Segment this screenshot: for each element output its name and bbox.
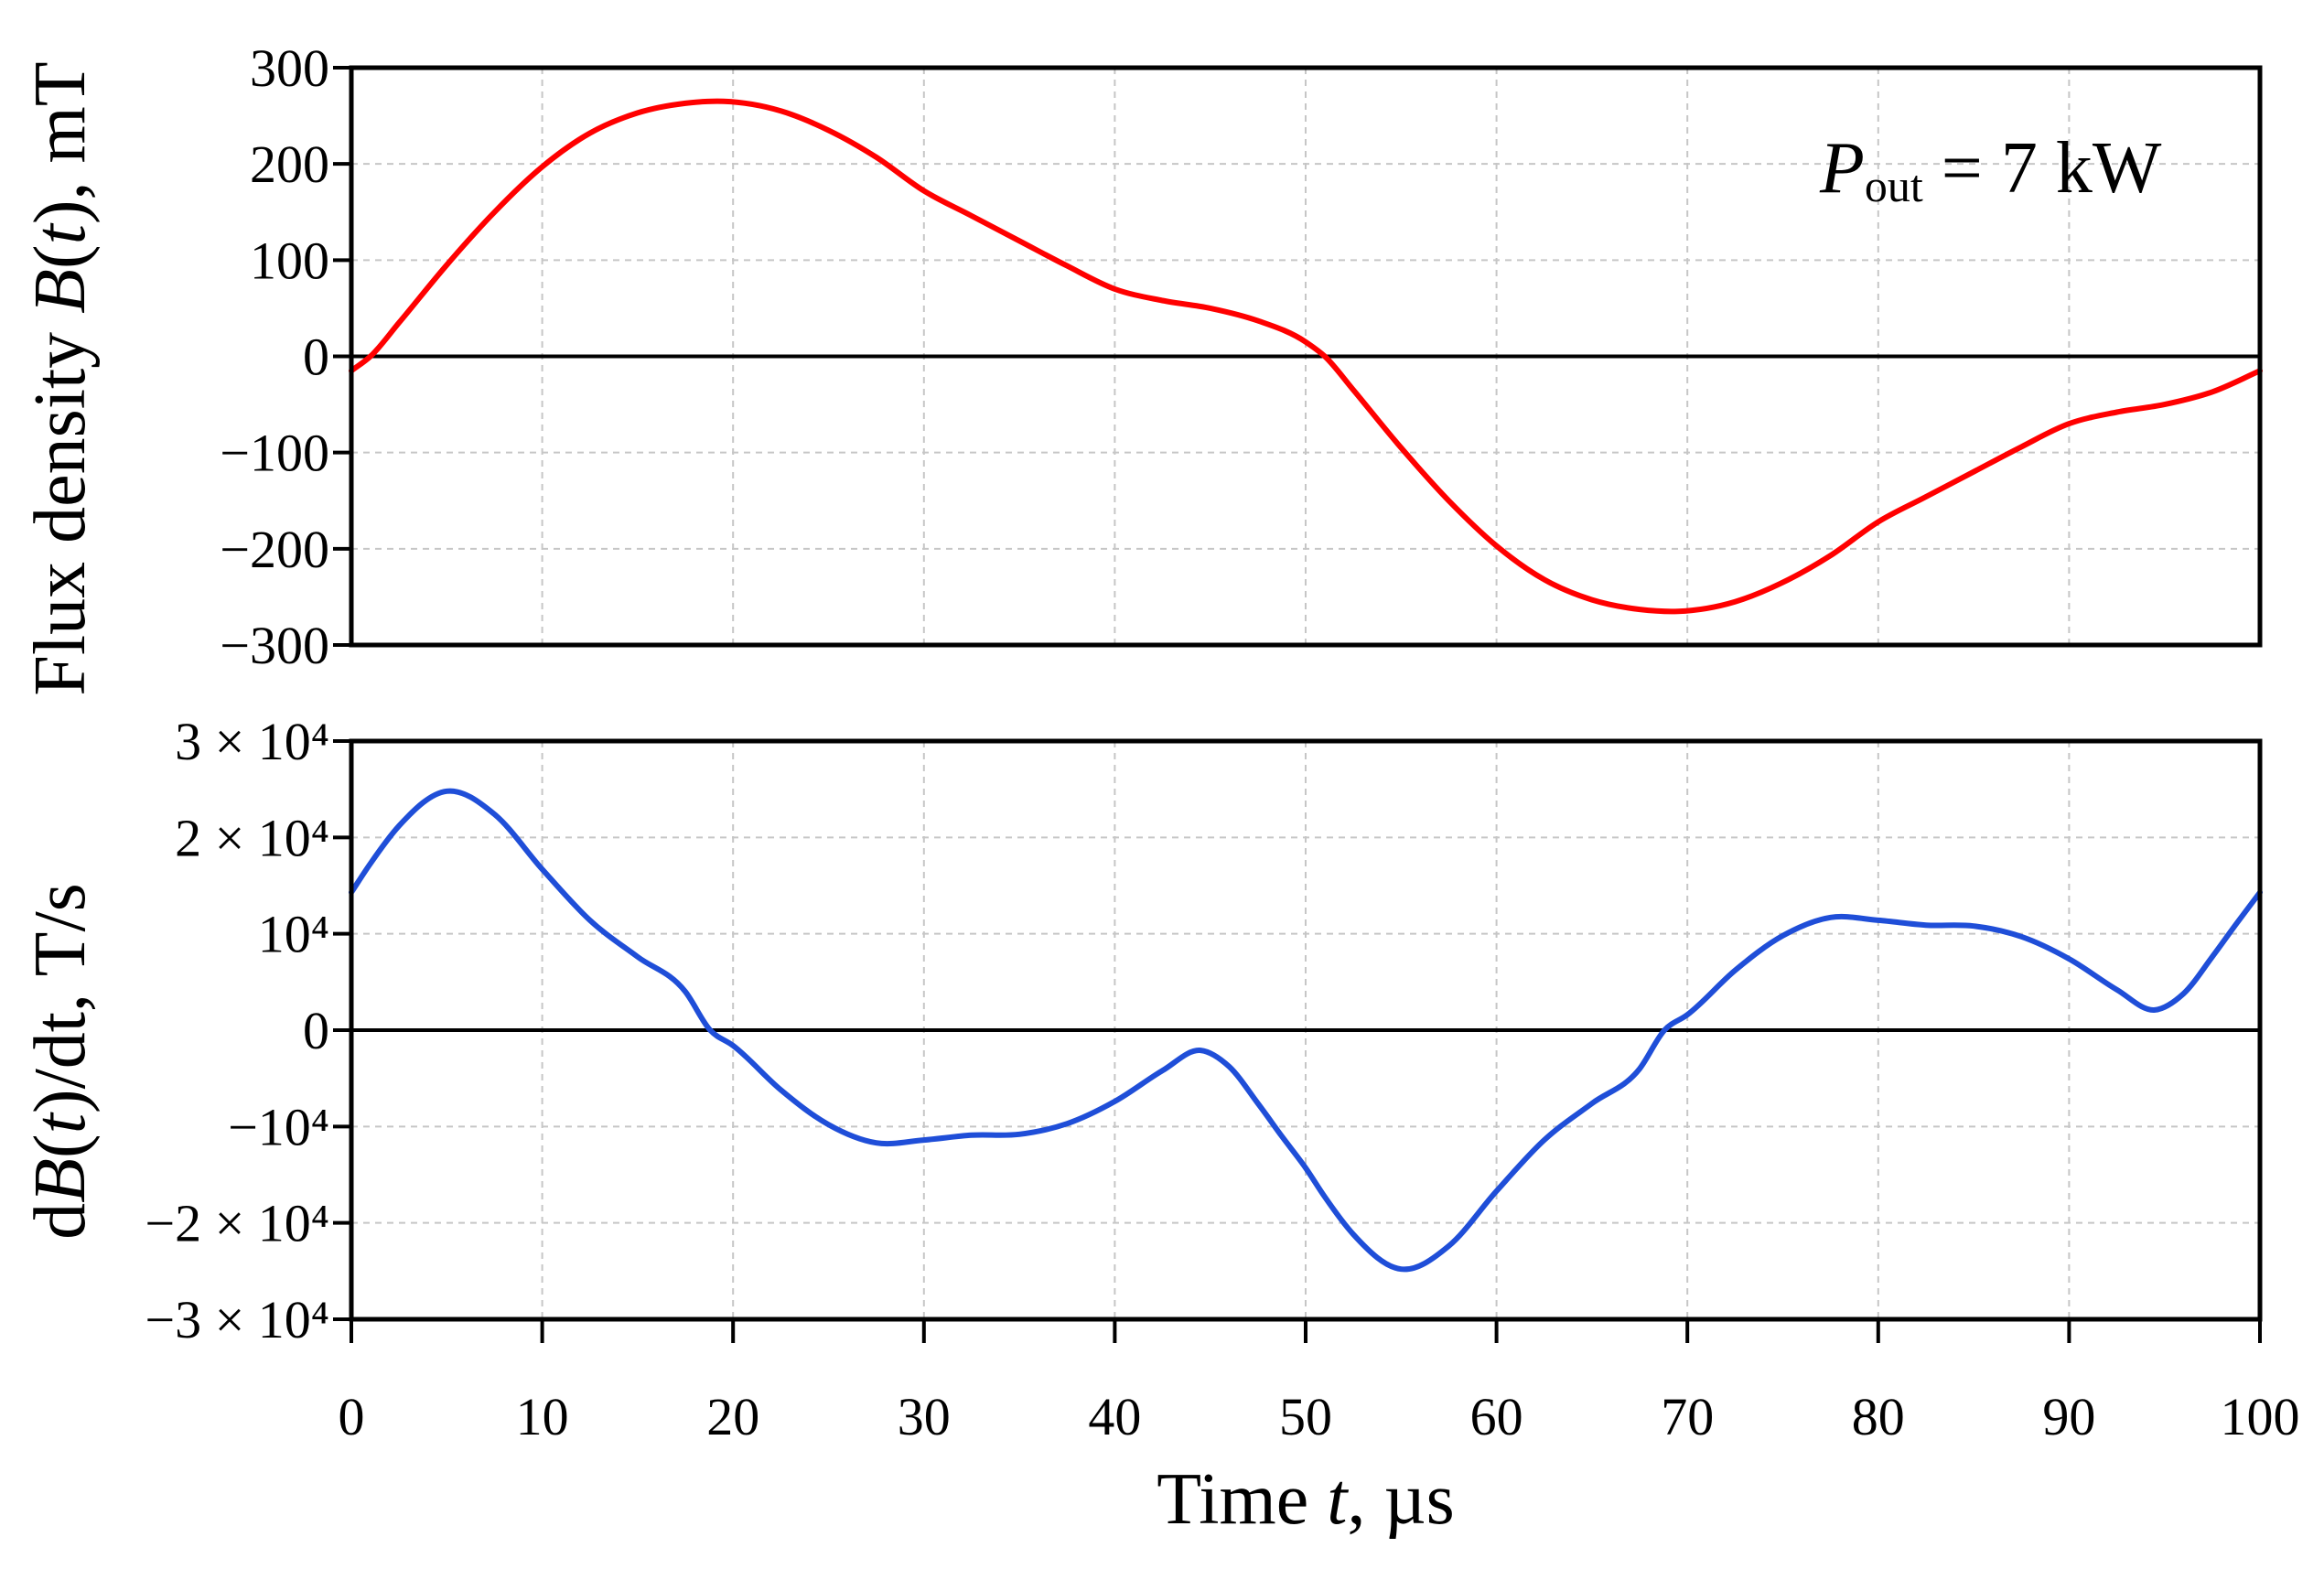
- annotation-variable: P: [1819, 128, 1865, 209]
- flux-density-y-tick-label: 200: [250, 134, 329, 194]
- flux-density-y-tick-label: −200: [220, 520, 329, 579]
- annotation-value: = 7 kW: [1942, 128, 2162, 209]
- flux-derivative-y-tick-label: 10⁴: [258, 905, 329, 964]
- flux-derivative-y-tick-label: −3 × 10⁴: [145, 1290, 329, 1349]
- time-x-tick-label: 10: [516, 1387, 569, 1446]
- time-x-tick-label: 90: [2042, 1387, 2095, 1446]
- annotation-subscript: out: [1865, 160, 1923, 211]
- flux-density-curve: [349, 98, 2263, 615]
- time-axis-title: Time t, µs: [1157, 1459, 1454, 1540]
- output-power-annotation: Pout = 7 kW: [1819, 128, 2162, 211]
- flux-density-plot: 300 200 100 0 −100 −200 −300: [220, 38, 2263, 675]
- axis-title-segment: B: [20, 1158, 101, 1203]
- time-x-tick-label: 0: [339, 1387, 365, 1446]
- time-x-tick-label: 80: [1852, 1387, 1905, 1446]
- time-x-tick-label: 70: [1661, 1387, 1714, 1446]
- flux-derivative-y-tick-label: −10⁴: [228, 1097, 329, 1156]
- axis-title-segment: d: [20, 1203, 101, 1240]
- flux-density-y-tick-label: 0: [303, 328, 329, 387]
- axis-title-segment: B: [20, 269, 101, 314]
- time-x-tick-label: 20: [706, 1387, 759, 1446]
- flux-derivative-y-tick-label: 3 × 10⁴: [175, 712, 329, 771]
- flux-derivative-curve: [349, 788, 2263, 1273]
- time-x-tick-label: 50: [1279, 1387, 1332, 1446]
- axis-title-segment: (: [20, 244, 101, 269]
- time-x-tick-label: 40: [1088, 1387, 1141, 1446]
- flux-density-y-tick-label: 100: [250, 231, 329, 290]
- flux-derivative-y-tick-label: 2 × 10⁴: [175, 808, 329, 867]
- flux-derivative-y-tick-label: 0: [303, 1001, 329, 1060]
- flux-derivative-axis-title: dB(t)/dt, T/s: [20, 883, 101, 1240]
- axis-title-segment: (: [20, 1134, 101, 1158]
- time-x-tick-label: 100: [2221, 1387, 2300, 1446]
- axis-title-segment: Flux density: [20, 314, 101, 696]
- axis-title-segment: Time: [1157, 1459, 1327, 1540]
- flux-derivative-y-tick-label: −2 × 10⁴: [145, 1194, 329, 1253]
- flux-density-y-tick-label: −100: [220, 424, 329, 483]
- axis-title-segment: t: [20, 222, 101, 244]
- axis-title-segment: t: [1327, 1459, 1349, 1540]
- time-x-tick-label: 60: [1470, 1387, 1523, 1446]
- axis-title-segment: t: [20, 1112, 101, 1134]
- time-x-tick-label: 30: [898, 1387, 951, 1446]
- flux-density-axis-title: Flux density B(t), mT: [20, 61, 101, 695]
- axis-title-segment: ), mT: [20, 61, 101, 224]
- axis-title-segment: )/dt, T/s: [20, 883, 101, 1113]
- axis-title-segment: , µs: [1348, 1459, 1455, 1540]
- flux-density-y-tick-label: −300: [220, 616, 329, 675]
- flux-density-y-tick-label: 300: [250, 38, 329, 98]
